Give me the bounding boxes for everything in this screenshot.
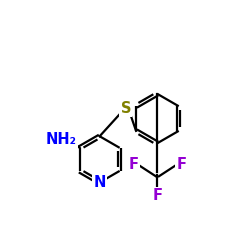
Text: N: N [94,175,106,190]
Text: S: S [120,101,131,116]
Text: F: F [152,188,162,203]
Text: F: F [176,157,186,172]
Text: NH₂: NH₂ [46,132,77,147]
Text: F: F [128,157,138,172]
